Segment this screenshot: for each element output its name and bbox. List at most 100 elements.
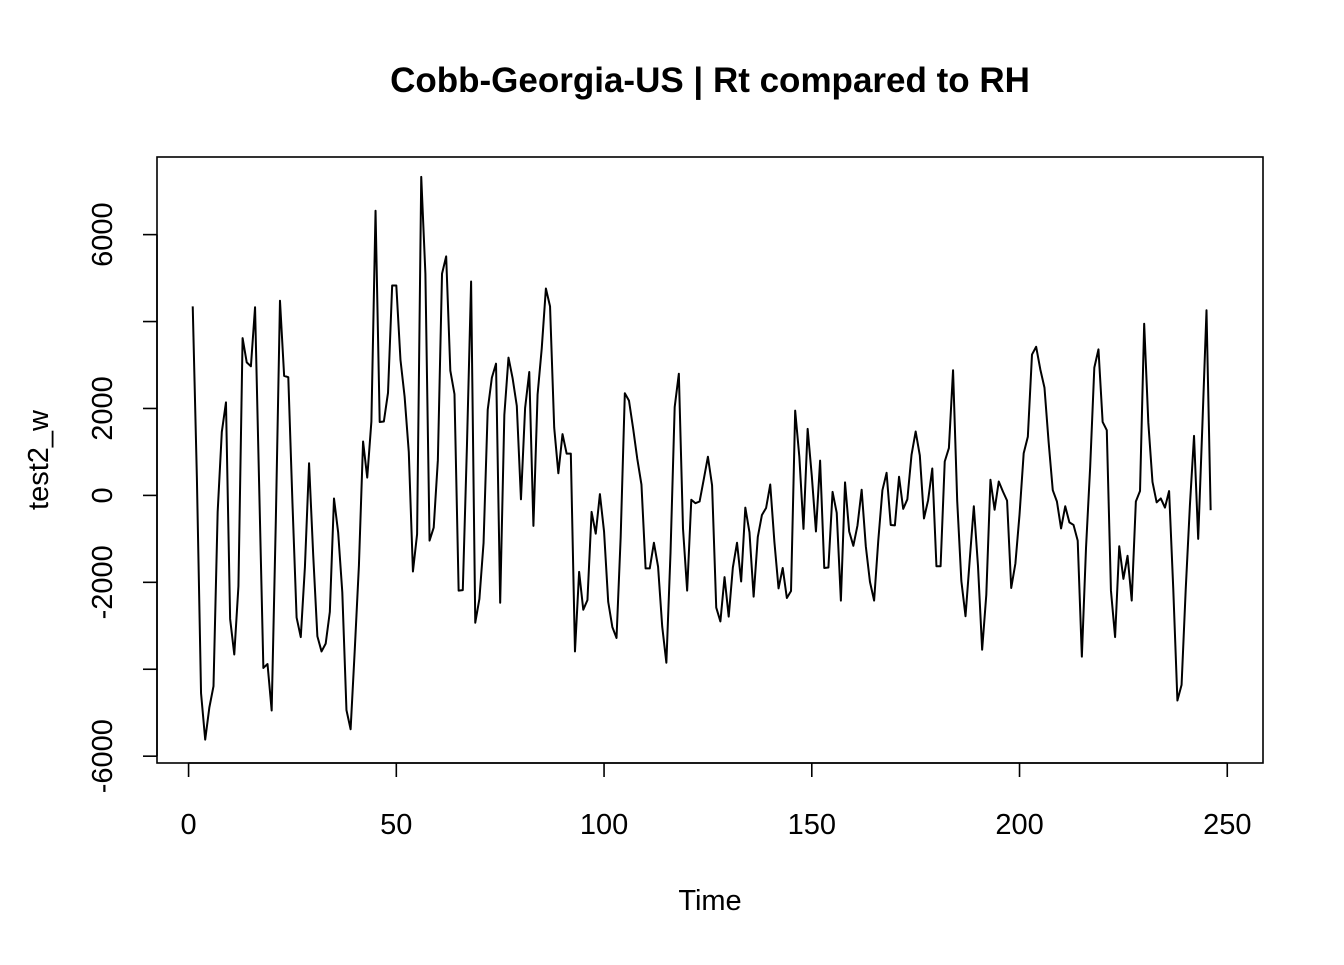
chart-title: Cobb-Georgia-US | Rt compared to RH xyxy=(390,61,1030,100)
data-point xyxy=(491,376,493,378)
data-point xyxy=(1060,527,1062,529)
data-point xyxy=(1106,429,1108,431)
data-point xyxy=(761,514,763,516)
data-point xyxy=(216,511,218,513)
data-point xyxy=(241,337,243,339)
data-point xyxy=(1193,435,1195,437)
data-point xyxy=(295,616,297,618)
plot-frame xyxy=(156,156,1264,764)
data-point xyxy=(665,662,667,664)
data-point xyxy=(628,399,630,401)
data-point xyxy=(1010,587,1012,589)
data-point xyxy=(794,409,796,411)
data-point xyxy=(786,597,788,599)
data-point xyxy=(262,667,264,669)
data-point xyxy=(574,650,576,652)
series-line xyxy=(191,175,1212,741)
data-point xyxy=(806,428,808,430)
data-point xyxy=(1155,501,1157,503)
data-point xyxy=(640,483,642,485)
data-point xyxy=(1081,655,1083,657)
data-point xyxy=(275,519,277,521)
data-point xyxy=(233,653,235,655)
data-point xyxy=(462,589,464,591)
data-point xyxy=(752,595,754,597)
data-point xyxy=(964,615,966,617)
data-point xyxy=(229,618,231,620)
data-point xyxy=(258,487,260,489)
data-point xyxy=(1147,422,1149,424)
data-point xyxy=(1022,452,1024,454)
data-point xyxy=(266,663,268,665)
data-point xyxy=(694,502,696,504)
data-point xyxy=(744,506,746,508)
data-point xyxy=(1002,490,1004,492)
data-point xyxy=(831,491,833,493)
data-point xyxy=(657,565,659,567)
data-point xyxy=(960,580,962,582)
x-tick-label: 100 xyxy=(580,809,628,841)
y-tick-label: -6000 xyxy=(87,719,119,793)
data-point xyxy=(711,484,713,486)
data-point xyxy=(1093,366,1095,368)
data-point xyxy=(935,565,937,567)
data-point xyxy=(283,375,285,377)
data-point xyxy=(1006,499,1008,501)
x-tick-label: 0 xyxy=(181,809,197,841)
data-point xyxy=(354,648,356,650)
data-point xyxy=(773,541,775,543)
x-axis-label: Time xyxy=(678,885,741,917)
data-point xyxy=(823,567,825,569)
data-point xyxy=(487,409,489,411)
data-point xyxy=(291,502,293,504)
data-point xyxy=(944,460,946,462)
data-point xyxy=(1151,481,1153,483)
data-point xyxy=(927,499,929,501)
data-point xyxy=(1077,539,1079,541)
data-point xyxy=(212,685,214,687)
data-point xyxy=(478,598,480,600)
data-point xyxy=(204,738,206,740)
data-point xyxy=(632,427,634,429)
data-point xyxy=(686,589,688,591)
data-point xyxy=(507,356,509,358)
data-point xyxy=(1126,555,1128,557)
data-point xyxy=(649,567,651,569)
data-point xyxy=(337,531,339,533)
data-point xyxy=(611,626,613,628)
data-point xyxy=(644,567,646,569)
data-point xyxy=(1180,684,1182,686)
data-point xyxy=(362,440,364,442)
data-point xyxy=(956,500,958,502)
data-point xyxy=(1197,538,1199,540)
data-point xyxy=(1043,386,1045,388)
data-point xyxy=(532,525,534,527)
data-point xyxy=(1085,547,1087,549)
data-point xyxy=(1052,489,1054,491)
data-point xyxy=(848,530,850,532)
data-point xyxy=(798,456,800,458)
data-point xyxy=(279,299,281,301)
data-point xyxy=(682,527,684,529)
data-point xyxy=(420,176,422,178)
data-point xyxy=(844,481,846,483)
data-point xyxy=(437,459,439,461)
data-point xyxy=(557,472,559,474)
data-point xyxy=(1143,323,1145,325)
data-point xyxy=(619,536,621,538)
data-point xyxy=(1097,348,1099,350)
data-point xyxy=(287,376,289,378)
data-point xyxy=(919,454,921,456)
data-point xyxy=(370,420,372,422)
data-point xyxy=(1205,309,1207,311)
data-point xyxy=(499,602,501,604)
data-point xyxy=(719,620,721,622)
data-point xyxy=(765,507,767,509)
data-point xyxy=(545,287,547,289)
data-point xyxy=(1189,505,1191,507)
x-axis: 0 50 100 150 200 250 xyxy=(181,762,1251,841)
data-point xyxy=(549,305,551,307)
data-point xyxy=(698,500,700,502)
data-point xyxy=(403,396,405,398)
